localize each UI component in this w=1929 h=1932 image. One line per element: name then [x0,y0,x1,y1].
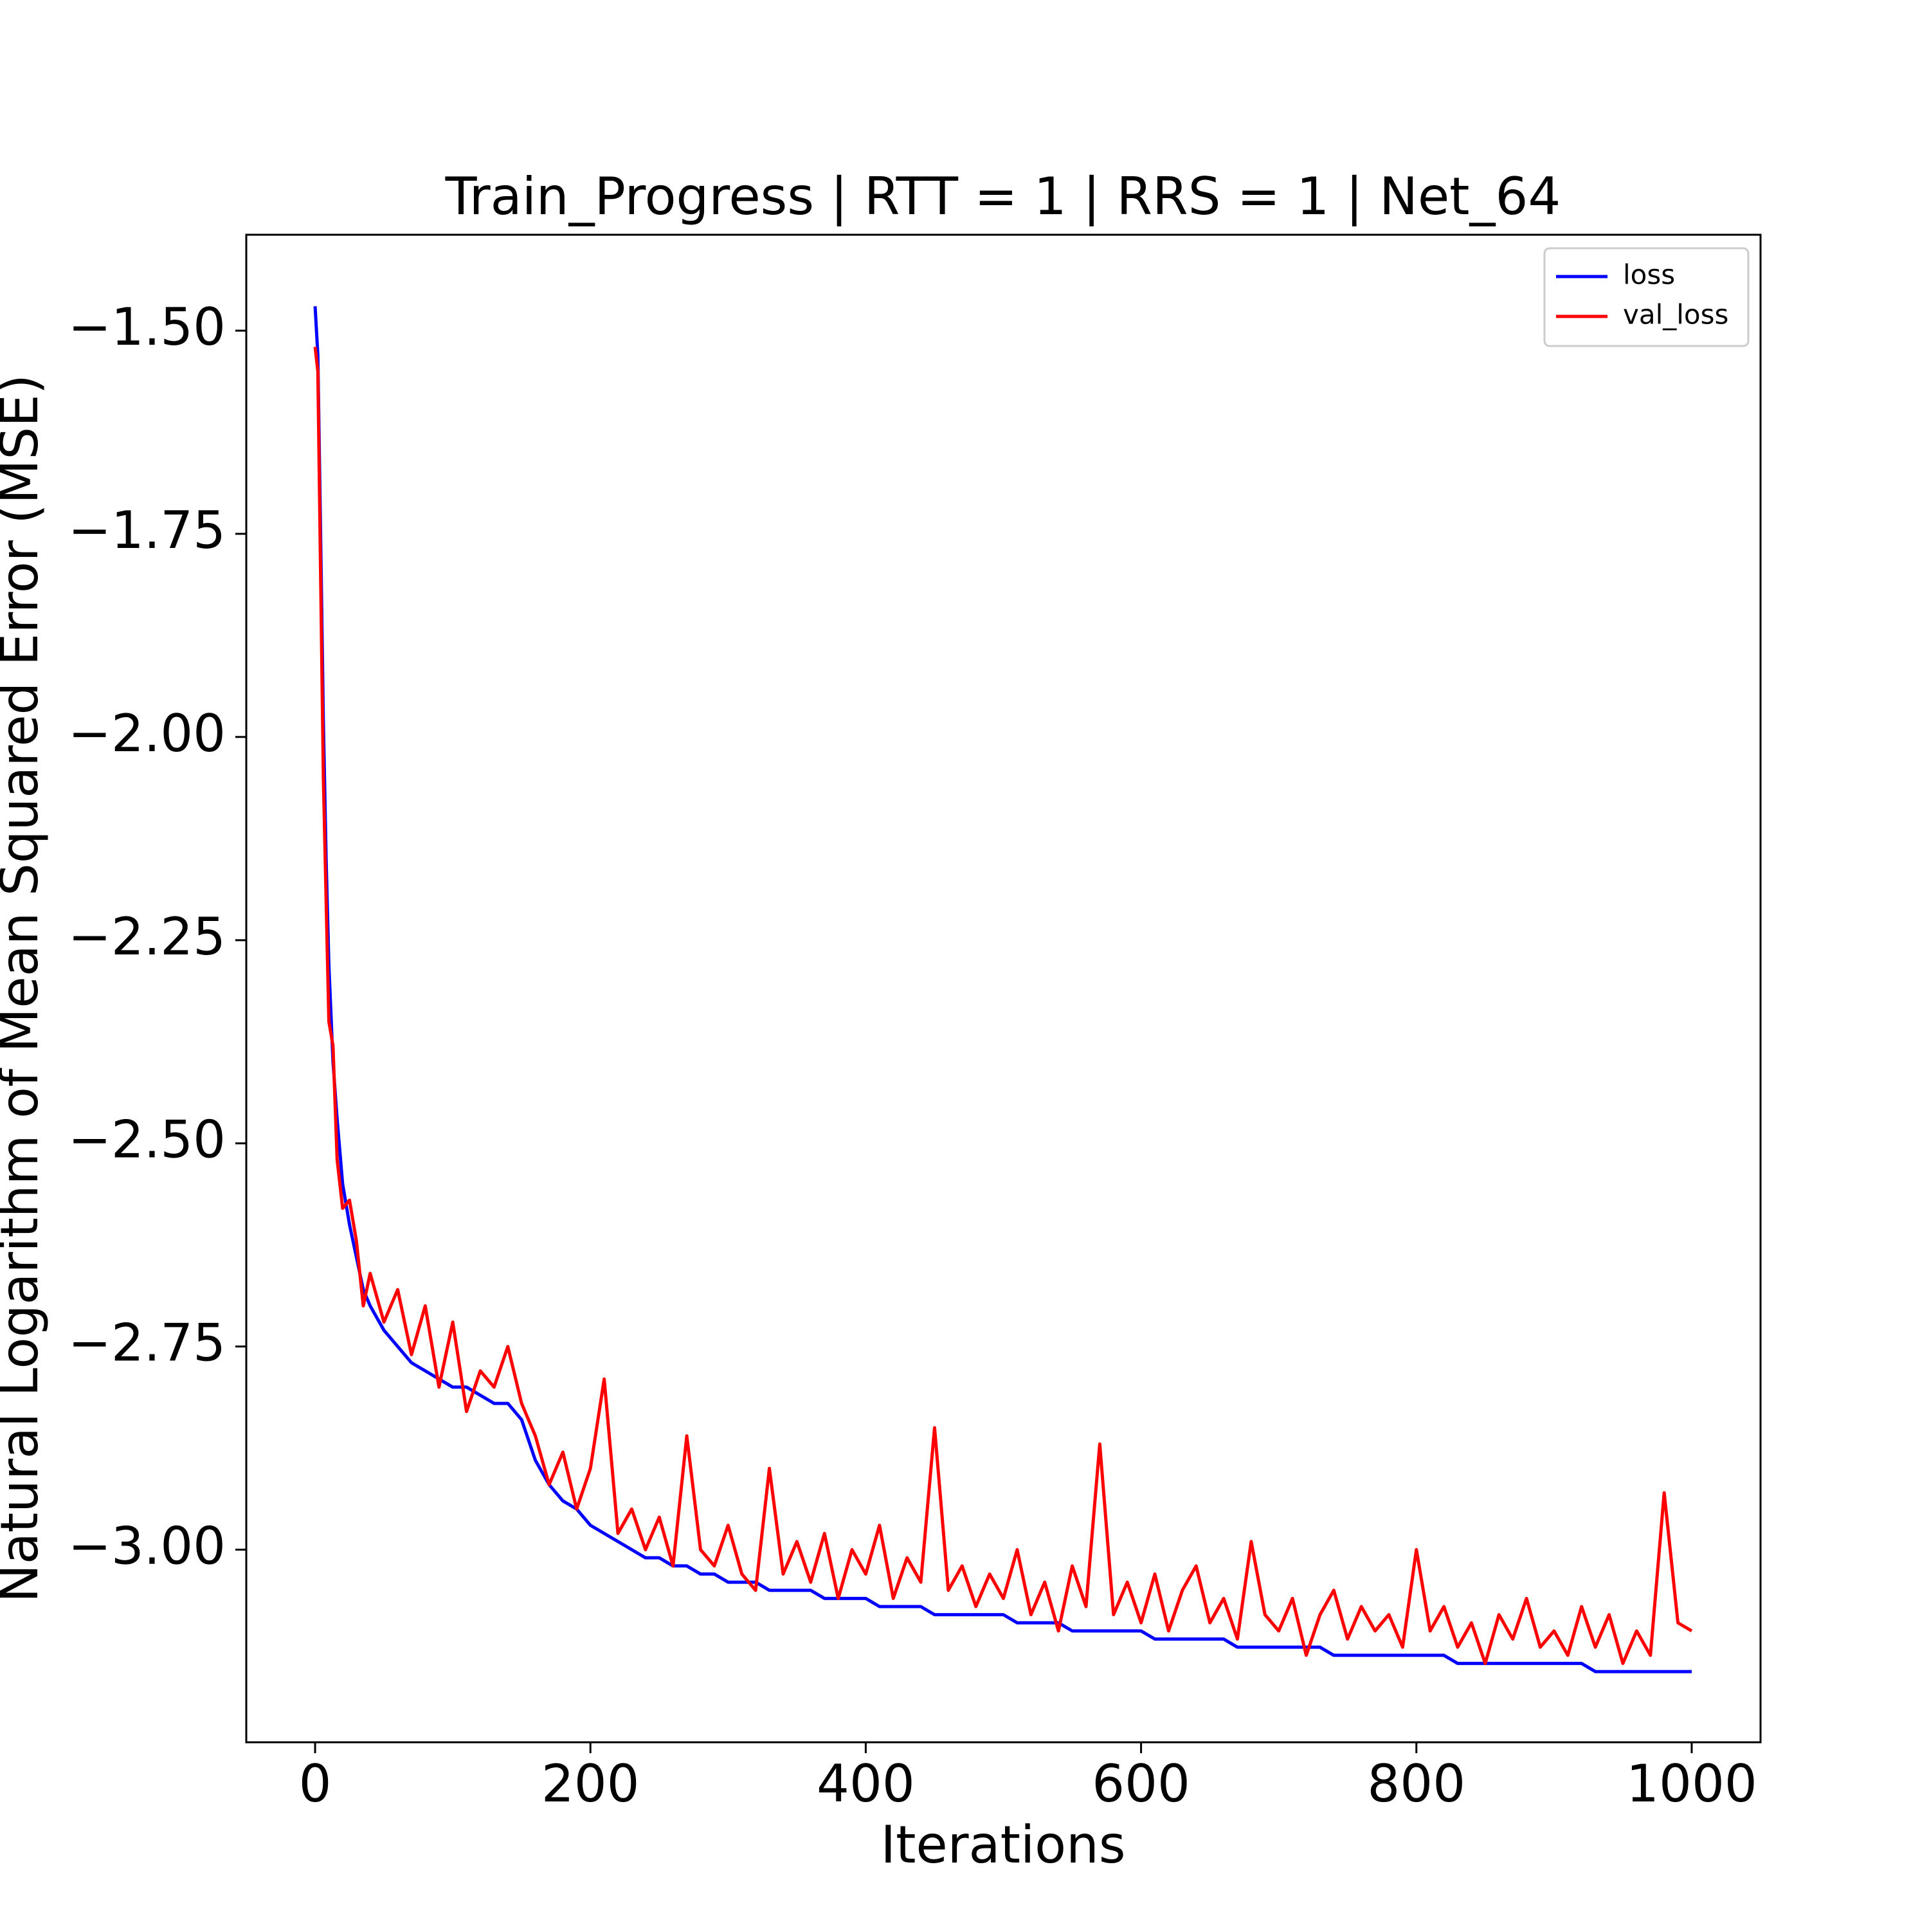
chart-title: Train_Progress | RTT = 1 | RRS = 1 | Net… [445,167,1561,227]
line-series [313,347,1693,1665]
legend-label: val_loss [1623,299,1728,331]
x-tick-label: 800 [1367,1754,1465,1814]
y-tick-label: −1.50 [68,297,226,357]
legend-label: loss [1623,259,1675,291]
x-tick-label: 1000 [1626,1754,1757,1814]
y-tick-label: −3.00 [68,1516,226,1576]
plot-frame [245,233,1762,1744]
x-tick-label: 400 [817,1754,915,1814]
legend-box [1543,247,1750,347]
y-tick-label: −1.75 [68,500,226,560]
line-series [313,306,1692,1673]
x-axis-label: Iterations [880,1815,1125,1875]
x-tick-label: 600 [1092,1754,1190,1814]
y-tick-label: −2.00 [68,704,226,763]
x-tick-label: 200 [541,1754,640,1814]
y-tick-label: −2.25 [68,907,226,967]
y-tick-label: −2.50 [68,1110,226,1170]
y-axis-label: Natural Logarithm of Mean Squared Error … [0,374,50,1603]
x-tick-label: 0 [299,1754,332,1814]
y-tick-label: −2.75 [68,1313,226,1373]
